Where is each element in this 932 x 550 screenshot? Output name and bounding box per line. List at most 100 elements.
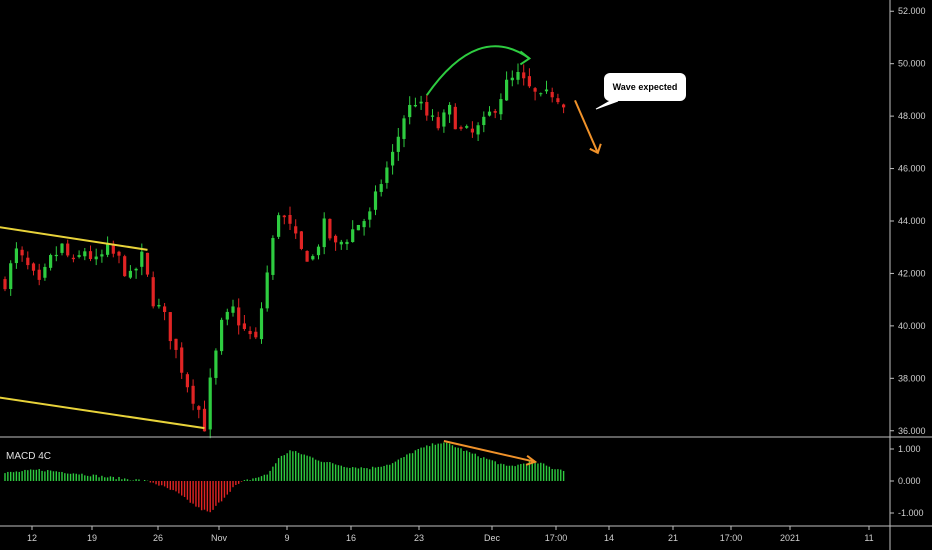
candle	[516, 63, 520, 85]
candle	[299, 231, 303, 251]
candle	[123, 254, 127, 277]
time-tick-label: 21	[668, 533, 678, 543]
time-tick-label: 16	[346, 533, 356, 543]
candle	[71, 254, 75, 263]
candle	[385, 161, 389, 189]
candle	[470, 121, 474, 138]
candle	[562, 103, 566, 114]
time-tick-label: 19	[87, 533, 97, 543]
macd-tick-label: -1.000	[898, 508, 924, 518]
candle	[413, 97, 417, 108]
candle	[379, 179, 383, 197]
candle	[430, 109, 435, 121]
candle	[288, 206, 292, 231]
candle	[197, 405, 201, 419]
candle	[328, 218, 332, 241]
time-tick-label: Nov	[211, 533, 228, 543]
channel-lower	[0, 396, 205, 430]
candle	[117, 250, 121, 264]
macd-tick-label: 1.000	[898, 444, 921, 454]
price-tick-label: 52.000	[898, 6, 926, 16]
candle	[265, 265, 269, 312]
callout-bubble: Wave expected	[595, 73, 686, 110]
candle	[527, 68, 531, 89]
candle	[151, 271, 155, 309]
candle	[465, 124, 469, 129]
candle	[356, 224, 360, 231]
candle	[106, 236, 110, 258]
candle	[31, 262, 36, 276]
price-panel: Wave expected	[0, 45, 686, 439]
candle	[66, 239, 70, 258]
candle	[544, 80, 549, 94]
candle	[168, 312, 172, 350]
candle	[391, 144, 395, 175]
time-tick-label: 14	[604, 533, 614, 543]
candle	[208, 368, 212, 439]
price-tick-label: 44.000	[898, 216, 926, 226]
candle	[316, 244, 321, 260]
green-arrow-head	[519, 50, 532, 66]
candle	[77, 250, 81, 259]
candle	[550, 87, 554, 103]
candle	[185, 372, 189, 393]
time-tick-label: 17:00	[720, 533, 743, 543]
candle	[157, 298, 161, 309]
candle	[180, 342, 184, 379]
candle	[373, 185, 378, 216]
time-tick-label: Dec	[484, 533, 501, 543]
candle	[539, 92, 543, 97]
candle	[259, 302, 264, 344]
candle	[459, 125, 463, 131]
candle	[248, 326, 252, 340]
candle	[26, 251, 30, 270]
candle	[94, 248, 98, 266]
macd-tick-label: 0.000	[898, 476, 921, 486]
macd-panel-label: MACD 4C	[6, 451, 51, 462]
candle	[254, 327, 258, 340]
candle	[436, 111, 440, 131]
candle	[510, 70, 514, 87]
candle	[408, 96, 412, 125]
candle	[100, 249, 104, 263]
channel-upper	[0, 226, 148, 251]
candle	[60, 243, 64, 256]
candle	[448, 102, 452, 123]
candle	[3, 276, 7, 292]
candle	[282, 214, 286, 225]
candle	[9, 260, 13, 296]
candle	[311, 254, 315, 261]
macd-panel: MACD 4C	[4, 440, 565, 513]
macd-divergence-line	[443, 440, 536, 463]
time-tick-label: 23	[414, 533, 424, 543]
candle	[128, 265, 132, 279]
candle	[145, 252, 150, 277]
callout-text: Wave expected	[613, 82, 678, 92]
candle	[305, 250, 309, 262]
price-tick-label: 36.000	[898, 426, 926, 436]
time-tick-label: 17:00	[545, 533, 568, 543]
candle	[202, 400, 207, 432]
orange-down-arrow	[574, 99, 599, 154]
candle	[351, 220, 355, 243]
candle	[476, 122, 480, 141]
candle	[20, 246, 24, 262]
macd-arrow-head	[525, 455, 538, 466]
candle	[14, 242, 18, 269]
candle	[482, 111, 486, 133]
candle	[522, 64, 526, 86]
candle	[419, 95, 423, 110]
candle	[396, 127, 400, 161]
candle	[322, 212, 326, 255]
candle	[368, 207, 372, 228]
candle	[277, 212, 281, 240]
candle	[214, 348, 218, 385]
candle	[556, 93, 560, 105]
time-tick-label: 11	[864, 533, 873, 543]
price-tick-label: 50.000	[898, 59, 926, 69]
time-tick-label: 2021	[780, 533, 800, 543]
candle	[111, 240, 115, 258]
